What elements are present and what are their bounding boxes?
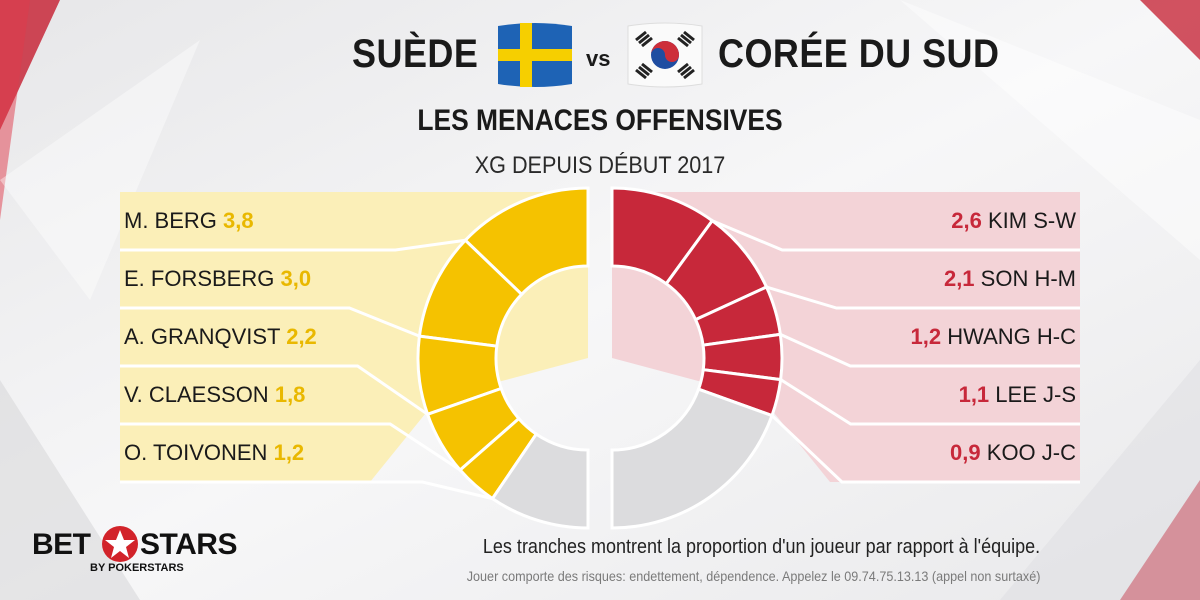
home-leader-line bbox=[120, 480, 493, 501]
chart-metric: XG DEPUIS DÉBUT 2017 bbox=[474, 152, 726, 179]
home-player-label-5: O. TOIVONEN 1,2 bbox=[124, 428, 304, 478]
away-leader-line bbox=[770, 414, 1080, 484]
versus-label: vs bbox=[586, 46, 611, 71]
away-leader-line bbox=[779, 332, 1080, 368]
player-name: KOO J-C bbox=[986, 440, 1076, 465]
home-player-label-1: M. BERG 3,8 bbox=[124, 196, 254, 246]
player-name: V. CLAESSON bbox=[124, 382, 269, 407]
player-xg-value: 1,1 bbox=[958, 382, 990, 407]
player-xg-value: 1,8 bbox=[274, 382, 306, 407]
away-player-label-4: 1,1 LEE J-S bbox=[959, 370, 1076, 420]
team-away-name: CORÉE DU SUD bbox=[718, 32, 1000, 76]
home-player-label-3: A. GRANQVIST 2,2 bbox=[124, 312, 317, 362]
chart-subtitle: LES MENACES OFFENSIVES bbox=[417, 104, 783, 137]
away-leader-line bbox=[711, 219, 1080, 252]
player-xg-value: 2,1 bbox=[943, 266, 975, 291]
home-slice-rest bbox=[490, 432, 590, 530]
betstars-logo: BET STARS BY POKERSTARS bbox=[32, 526, 237, 584]
header: SUÈDE vs CORÉE DU SUD bbox=[0, 20, 1200, 100]
player-name: M. BERG bbox=[124, 208, 217, 233]
player-name: HWANG H-C bbox=[947, 324, 1076, 349]
player-xg-value: 3,8 bbox=[223, 208, 254, 233]
player-name: O. TOIVONEN bbox=[124, 440, 268, 465]
team-home-name: SUÈDE bbox=[351, 32, 478, 76]
away-slice-rest bbox=[610, 387, 774, 530]
away-leader-line bbox=[766, 285, 1080, 310]
away-player-label-2: 2,1 SON H-M bbox=[944, 254, 1076, 304]
player-xg-value: 2,6 bbox=[951, 208, 982, 233]
player-name: E. FORSBERG bbox=[124, 266, 275, 291]
away-player-label-3: 1,2 HWANG H-C bbox=[911, 312, 1076, 362]
player-name: SON H-M bbox=[980, 266, 1076, 291]
player-xg-value: 3,0 bbox=[280, 266, 312, 291]
logo-bet-text: BET bbox=[32, 528, 91, 561]
home-player-label-2: E. FORSBERG 3,0 bbox=[124, 254, 311, 304]
player-xg-value: 0,9 bbox=[950, 440, 981, 465]
home-leader-line bbox=[120, 422, 461, 472]
star-icon bbox=[102, 526, 138, 562]
player-name: KIM S-W bbox=[988, 208, 1076, 233]
sweden-flag-icon bbox=[498, 23, 572, 87]
home-leader-line bbox=[120, 238, 466, 252]
home-leader-line bbox=[120, 306, 420, 338]
player-name: LEE J-S bbox=[995, 382, 1076, 407]
away-player-label-5: 0,9 KOO J-C bbox=[950, 428, 1076, 478]
home-player-label-4: V. CLAESSON 1,8 bbox=[124, 370, 305, 420]
player-xg-value: 1,2 bbox=[910, 324, 942, 349]
chart-footnote: Les tranches montrent la proportion d'un… bbox=[482, 536, 1040, 558]
player-xg-value: 1,2 bbox=[273, 440, 305, 465]
home-leader-line bbox=[120, 364, 429, 416]
gambling-disclaimer: Jouer comporte des risques: endettement,… bbox=[466, 568, 1040, 584]
player-xg-value: 2,2 bbox=[286, 324, 317, 349]
logo-stars-text: STARS bbox=[140, 528, 237, 561]
logo-subtext: BY POKERSTARS bbox=[90, 562, 184, 574]
south-korea-flag-icon bbox=[627, 22, 703, 88]
away-leader-line bbox=[779, 378, 1080, 426]
player-name: A. GRANQVIST bbox=[124, 324, 281, 349]
away-player-label-1: 2,6 KIM S-W bbox=[951, 196, 1076, 246]
